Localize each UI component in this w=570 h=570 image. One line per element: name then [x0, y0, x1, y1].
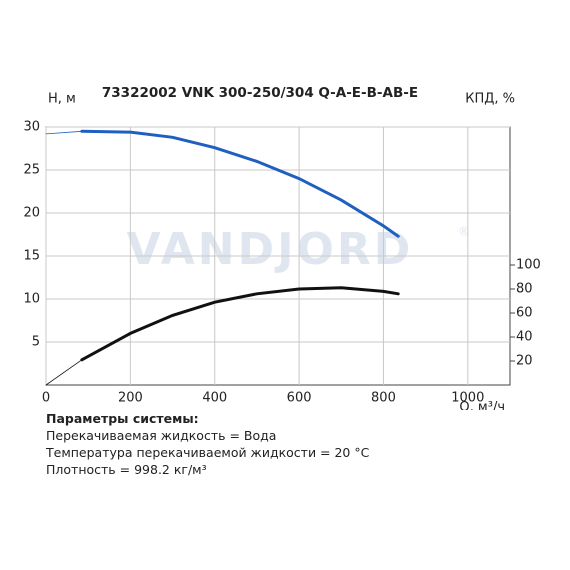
x-tick-label: 200 — [118, 391, 143, 406]
info-heading: Параметры системы: — [46, 411, 199, 426]
y-tick-label: 5 — [32, 335, 40, 350]
x-tick-label: 800 — [371, 391, 396, 406]
y-axis-label: H, м — [48, 92, 76, 107]
y-tick-label: 30 — [23, 120, 40, 135]
system-info: Параметры системы: Перекачиваемая жидкос… — [46, 410, 369, 478]
info-line: Плотность = 998.2 кг/м³ — [46, 462, 207, 477]
watermark: VANDJORD — [127, 224, 414, 275]
curve-extension — [45, 359, 83, 386]
chart: 73322002 VNK 300-250/304 Q-A-E-B-AB-E H,… — [23, 85, 541, 410]
x-tick-label: 400 — [202, 391, 227, 406]
x-tick-label: 0 — [42, 391, 50, 406]
y-tick-label: 20 — [23, 206, 40, 221]
y2-tick-label: 60 — [516, 306, 533, 321]
chart-title: 73322002 VNK 300-250/304 Q-A-E-B-AB-E — [102, 85, 418, 101]
y2-tick-label: 100 — [516, 258, 541, 273]
curve — [80, 129, 400, 238]
y2-tick-label: 80 — [516, 282, 533, 297]
x-tick-label: 1000 — [451, 391, 484, 406]
curve-extension — [45, 130, 83, 135]
y-tick-label: 25 — [23, 163, 40, 178]
info-line: Перекачиваемая жидкость = Вода — [46, 428, 277, 443]
x-axis-label: Q, м³/ч — [459, 400, 505, 410]
y2-axis-label: КПД, % — [465, 92, 515, 107]
curve — [80, 286, 400, 362]
x-tick-label: 600 — [287, 391, 312, 406]
y-tick-label: 10 — [23, 292, 40, 307]
info-line: Температура перекачиваемой жидкости = 20… — [46, 445, 370, 460]
y2-tick-label: 20 — [516, 354, 533, 369]
watermark-mark: ® — [458, 225, 470, 239]
y2-tick-label: 40 — [516, 330, 533, 345]
y-tick-label: 15 — [23, 249, 40, 264]
